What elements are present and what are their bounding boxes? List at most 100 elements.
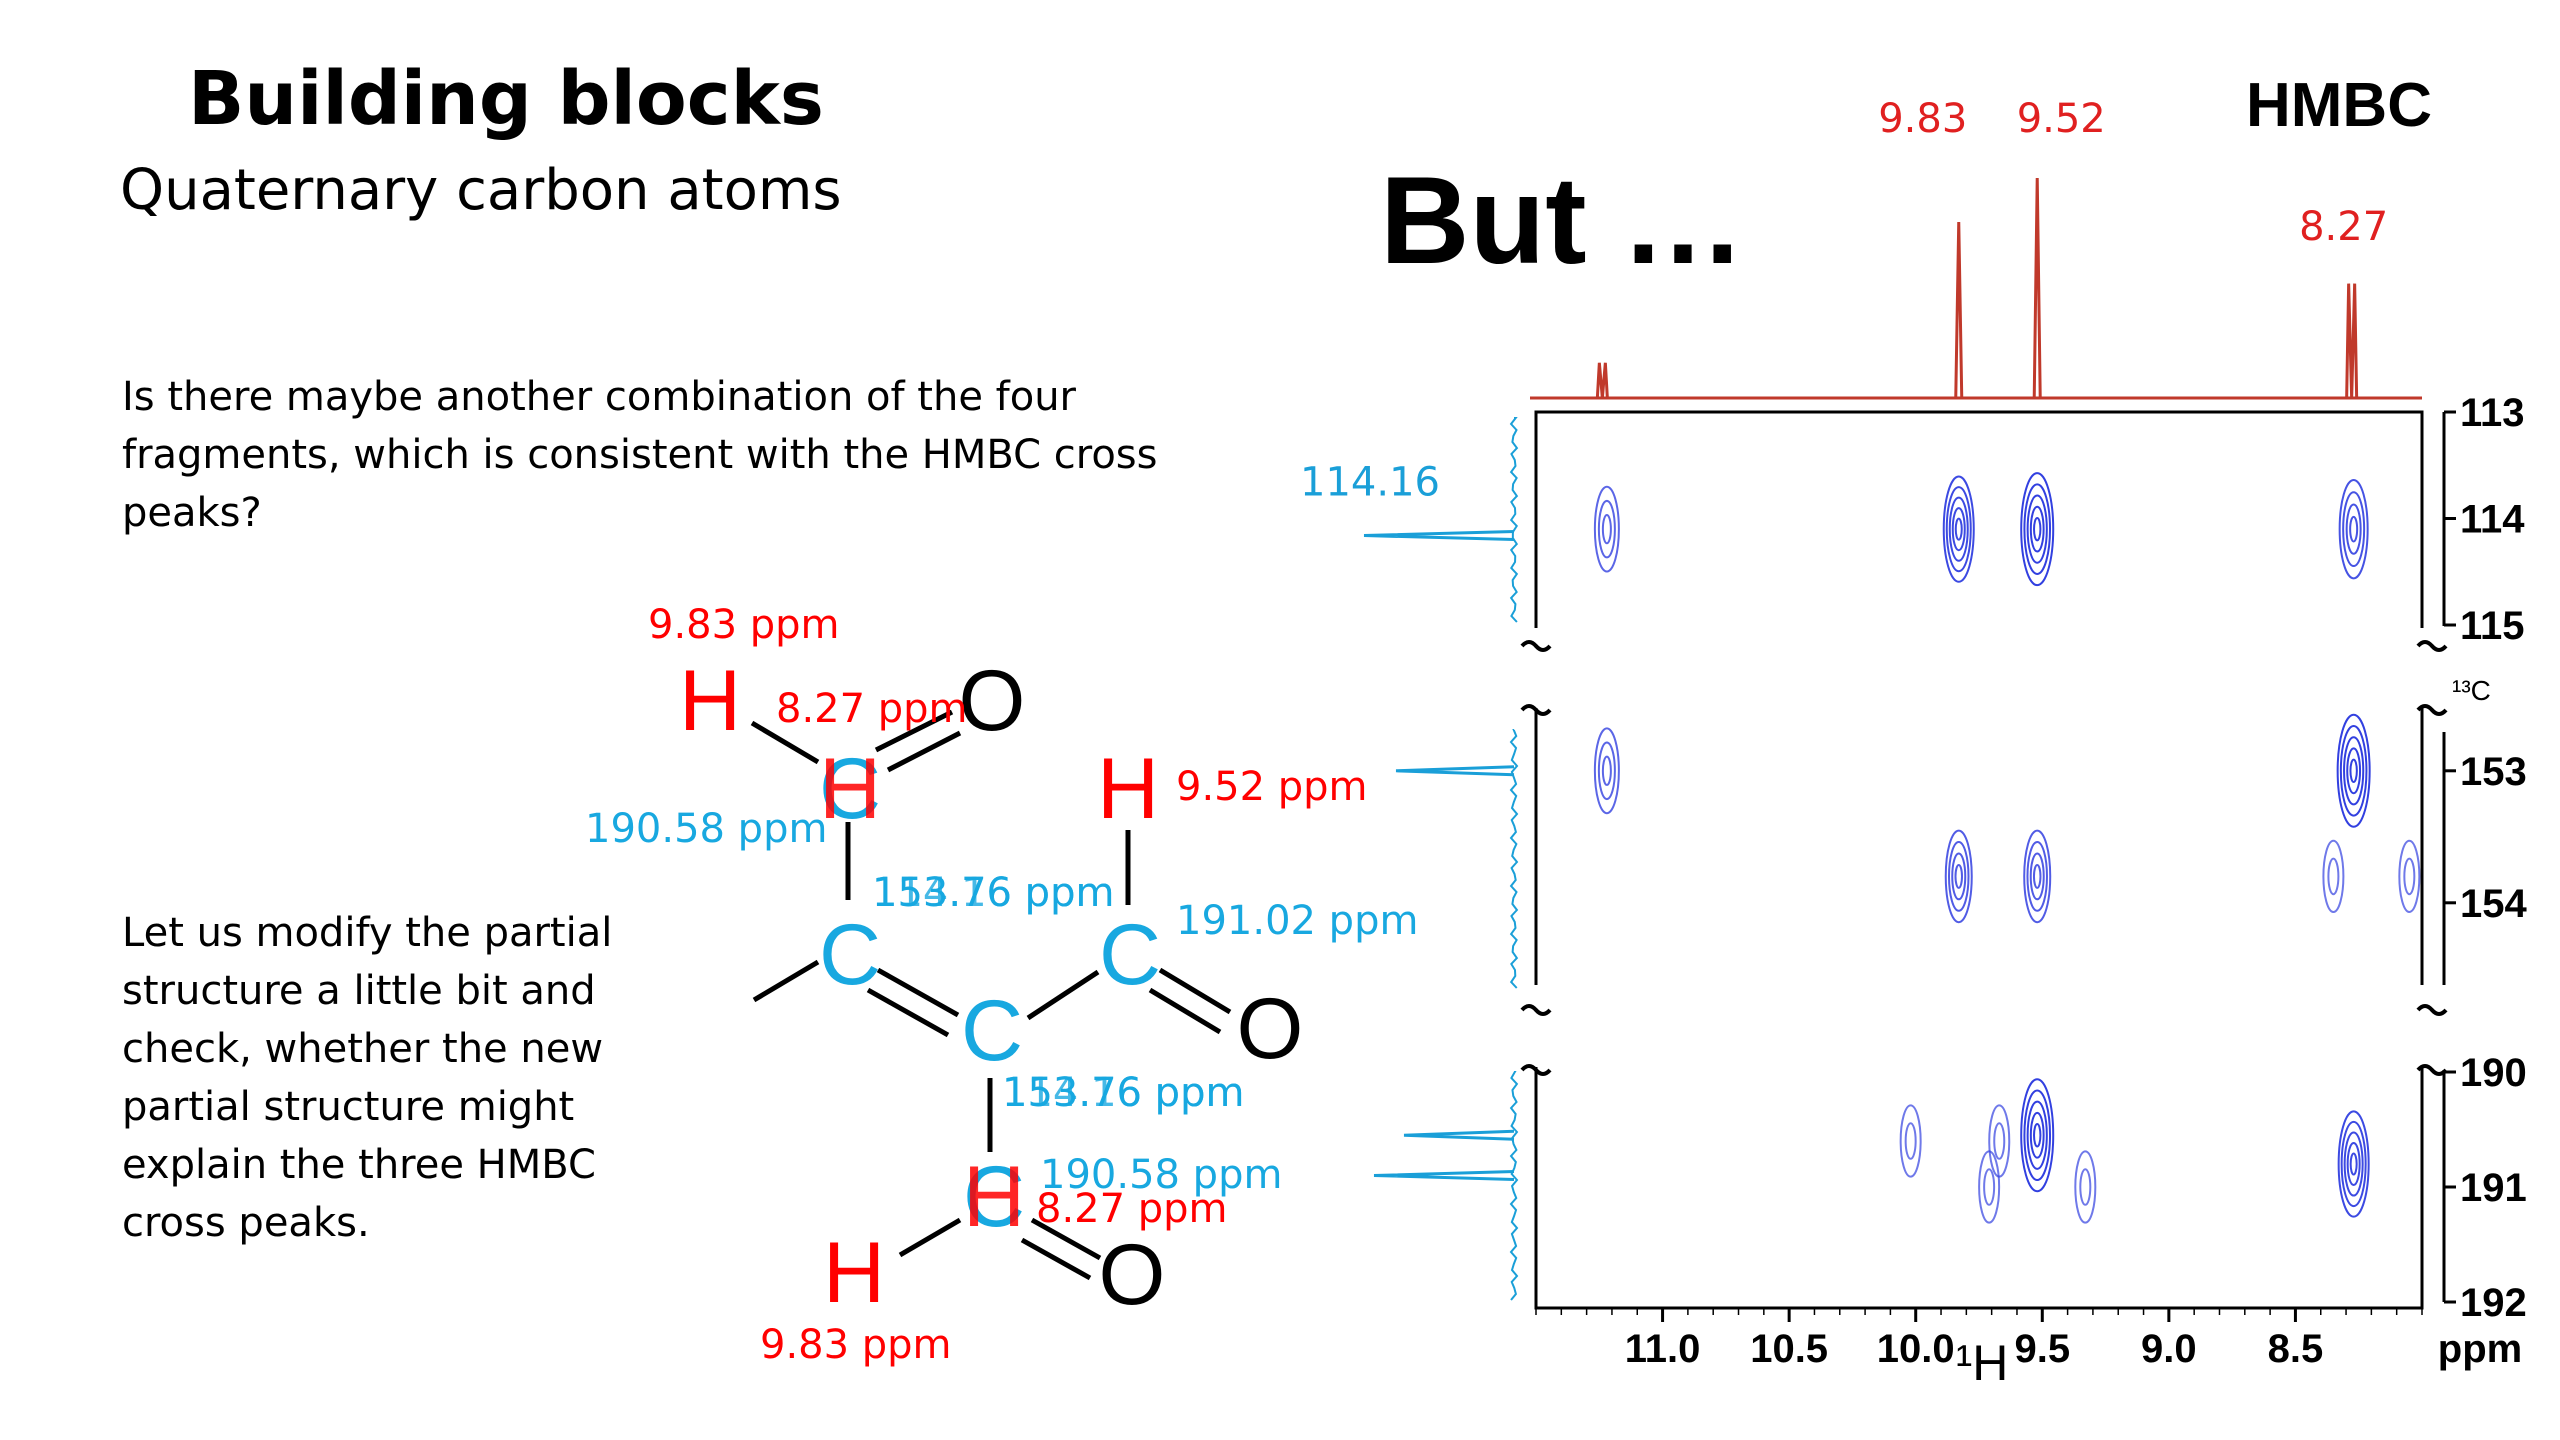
cross-peak xyxy=(2403,857,2416,896)
cross-peak xyxy=(2023,829,2052,924)
cross-peak xyxy=(2398,839,2421,914)
cross-peak xyxy=(1948,496,1969,562)
slide-title: Building blocks xyxy=(188,56,824,142)
molecule-bonds xyxy=(750,709,1232,1281)
bond-c-c-ald2 xyxy=(1026,969,1100,1021)
atom-h-mid: H xyxy=(1097,741,1159,837)
cross-peak xyxy=(2346,1141,2361,1187)
cross-peak xyxy=(2343,1131,2364,1197)
slide-subtitle: Quaternary carbon atoms xyxy=(120,158,842,223)
y-tick-label: 113 xyxy=(2460,391,2525,435)
proton-peak-label: 8.27 xyxy=(2299,204,2388,250)
cross-peak xyxy=(2029,505,2045,553)
atom-h-bottom-overlay: H xyxy=(963,1149,1025,1245)
cross-peak xyxy=(1899,1104,1922,1178)
atom-h-ald1-overlay: H xyxy=(819,741,881,837)
x-axis-unit: ppm xyxy=(2438,1327,2522,1371)
label-h-bottom-shift: 9.83 ppm xyxy=(760,1322,952,1368)
c13-axis-label: ¹³C xyxy=(2452,675,2491,706)
proton-peak-label: 9.52 xyxy=(2017,96,2106,142)
cross-peak xyxy=(1593,727,1620,815)
y-tick-label: 154 xyxy=(2460,882,2527,926)
carbon-peak xyxy=(1373,1170,1515,1181)
atom-o-mid: O xyxy=(1237,981,1304,1077)
cross-peak xyxy=(2345,503,2362,555)
atom-h-top: H xyxy=(679,653,741,749)
cross-peak xyxy=(2023,1089,2052,1182)
bond-c-o-top-2 xyxy=(886,730,962,773)
cross-peak xyxy=(1601,514,1612,545)
bond-h-c-top xyxy=(750,720,820,765)
question-paragraph: Is there maybe another combination of th… xyxy=(122,374,1158,536)
cross-peak xyxy=(1904,1122,1917,1160)
cross-peak xyxy=(2020,1078,2055,1193)
plot-frame xyxy=(1534,410,2424,1310)
bond-c-o-bottom-2 xyxy=(1020,1237,1092,1281)
cross-peak xyxy=(2322,839,2345,914)
label-c-ald2-shift: 191.02 ppm xyxy=(1176,898,1418,944)
carbon-trace xyxy=(1509,729,1519,989)
bond-c-c-double-1 xyxy=(876,967,960,1018)
x-tick-label: 10.5 xyxy=(1750,1327,1828,1371)
atom-c-left: C xyxy=(819,907,881,1003)
but-heading: But … xyxy=(1380,152,1746,290)
atom-c-center: C xyxy=(961,983,1023,1079)
label-h-top-shift: 9.83 ppm xyxy=(648,602,840,648)
cross-peak xyxy=(2343,736,2365,806)
y-tick-label: 114 xyxy=(2460,498,2525,542)
cross-peak xyxy=(2346,747,2362,795)
proton-peak xyxy=(2345,283,2359,399)
cross-peak xyxy=(2349,758,2358,783)
proton-peak xyxy=(1954,221,1964,399)
segment-break-2 xyxy=(1500,985,2460,1067)
label-c-center-shift-a: 153.76 ppm xyxy=(1002,1070,1244,1116)
hmbc-title: HMBC xyxy=(2246,71,2432,140)
bond-c-o-mid-1 xyxy=(1158,967,1232,1015)
x-tick-label: 9.0 xyxy=(2141,1327,2197,1371)
cross-peak xyxy=(2349,515,2359,543)
cross-peak xyxy=(2338,478,2369,580)
cross-peak xyxy=(1951,852,1967,901)
label-ald1-h-shift: 8.27 ppm xyxy=(776,686,968,732)
cross-peak xyxy=(1593,485,1620,573)
cross-peak xyxy=(2337,1110,2370,1218)
cross-peak xyxy=(2026,841,2048,912)
label-c-center-shift-b: 114.16 ppm xyxy=(1002,1070,1244,1116)
y-tick-label: 190 xyxy=(2460,1051,2527,1095)
bond-c-o-mid-2 xyxy=(1148,987,1222,1035)
carbon-peak-label: 114.16 xyxy=(1300,460,1440,506)
cross-peak xyxy=(2026,494,2048,564)
cross-peak xyxy=(2342,491,2366,568)
cross-peak xyxy=(1951,507,1966,552)
atom-h-bottom: H xyxy=(823,1225,885,1321)
bond-c-c-double-2 xyxy=(866,987,950,1038)
atom-o-bottom: O xyxy=(1099,1227,1166,1323)
cross-peak xyxy=(1954,517,1963,541)
x-axis-label: ¹H xyxy=(1956,1335,2009,1391)
x-tick-label: 8.5 xyxy=(2268,1327,2324,1371)
atom-o-top: O xyxy=(959,653,1026,749)
cross-peak xyxy=(2340,1120,2367,1208)
proton-peak xyxy=(2032,177,2042,399)
instruction-paragraph: Let us modify the partial structure a li… xyxy=(122,910,613,1246)
cross-peak xyxy=(1945,486,1972,573)
axis-break-marks xyxy=(1520,640,2448,1076)
y-tick-label: 191 xyxy=(2460,1166,2527,1210)
cross-peak xyxy=(2023,483,2052,575)
cross-peak xyxy=(2033,516,2042,542)
cross-peak xyxy=(2079,1168,2092,1206)
cross-peak xyxy=(2327,857,2340,896)
label-c-left-shift-a: 153.76 ppm xyxy=(872,870,1114,916)
y-tick-label: 115 xyxy=(2460,604,2525,648)
segment-break-1 xyxy=(1500,628,2460,708)
cross-peak xyxy=(2349,1152,2358,1176)
cross-peak xyxy=(2074,1150,2097,1224)
cross-peak xyxy=(1993,1122,2006,1160)
label-h-mid-shift: 9.52 ppm xyxy=(1176,764,1368,810)
x-tick-label: 11.0 xyxy=(1625,1327,1701,1371)
cross-peak xyxy=(2336,713,2371,828)
cross-peak xyxy=(1944,829,1973,924)
cross-peak xyxy=(2033,1123,2042,1148)
bond-h-c-bottom xyxy=(898,1217,962,1258)
y-tick-label: 153 xyxy=(2460,750,2527,794)
